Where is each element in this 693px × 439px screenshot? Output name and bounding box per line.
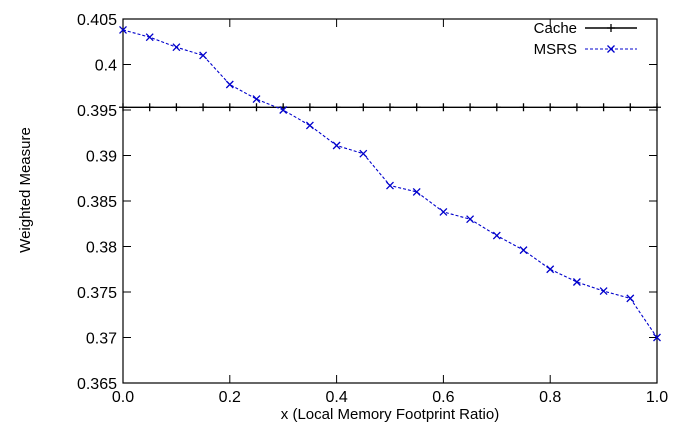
data-point-msrs [332, 141, 341, 150]
y-tick-label: 0.375 [77, 285, 117, 302]
data-point-cache [519, 103, 528, 112]
y-tick-label: 0.395 [77, 103, 117, 120]
legend-marker-msrs [607, 45, 615, 53]
data-point-cache [225, 103, 234, 112]
y-tick-label: 0.37 [86, 331, 117, 348]
series-cache [119, 103, 661, 112]
y-tick-label: 0.38 [86, 240, 117, 257]
x-axis-title: x (Local Memory Footprint Ratio) [281, 406, 499, 423]
y-tick-label: 0.405 [77, 12, 117, 29]
data-point-msrs [519, 246, 528, 255]
legend-label-msrs: MSRS [534, 41, 577, 58]
x-tick-label: 0.0 [112, 389, 134, 406]
data-point-cache [386, 103, 394, 112]
data-point-msrs [145, 33, 154, 42]
data-point-cache [546, 103, 555, 112]
y-tick-label: 0.39 [86, 149, 117, 166]
data-point-cache [172, 103, 181, 112]
data-point-cache [653, 103, 661, 112]
data-point-cache [332, 103, 341, 112]
data-point-msrs [546, 265, 555, 274]
data-point-msrs [305, 121, 314, 130]
data-point-cache [572, 103, 581, 112]
x-tick-label: 0.6 [432, 389, 454, 406]
legend: Cache MSRS [534, 20, 637, 58]
data-point-cache [439, 103, 448, 112]
data-point-cache [466, 103, 475, 112]
y-tick-label: 0.385 [77, 194, 117, 211]
plot-frame [122, 18, 658, 384]
data-point-msrs [386, 181, 394, 190]
data-point-cache [626, 103, 635, 112]
data-point-msrs [412, 187, 421, 196]
data-point-msrs [199, 51, 208, 60]
data-point-cache [145, 103, 154, 112]
data-point-cache [492, 103, 501, 112]
x-tick-label: 1.0 [646, 389, 668, 406]
legend-item-msrs: MSRS [534, 41, 637, 58]
data-point-msrs [439, 207, 448, 216]
x-tick-label: 0.4 [325, 389, 347, 406]
data-point-cache [199, 103, 208, 112]
series-layer [119, 25, 661, 342]
data-point-cache [599, 103, 608, 112]
data-point-msrs [225, 80, 234, 89]
axes: 0.0 0.2 0.4 0.6 0.8 1.0 0.365 0.37 0.375 0.38 0.38… [77, 12, 668, 406]
data-point-cache [412, 103, 421, 112]
data-point-msrs [599, 287, 608, 296]
data-point-msrs [626, 294, 635, 303]
series-msrs [119, 25, 661, 342]
data-point-cache [305, 103, 314, 112]
y-tick-label: 0.4 [95, 58, 117, 75]
series-line-msrs [122, 29, 658, 338]
y-axis-title: Weighted Measure [17, 127, 34, 253]
data-point-msrs [492, 231, 501, 240]
data-point-cache [359, 103, 368, 112]
legend-marker-cache [607, 24, 615, 32]
data-point-msrs [466, 215, 475, 224]
data-point-msrs [252, 95, 261, 104]
data-point-msrs [279, 106, 288, 114]
legend-item-cache: Cache [534, 20, 637, 37]
y-tick-label: 0.365 [77, 376, 117, 393]
x-tick-label: 0.2 [219, 389, 241, 406]
legend-label-cache: Cache [534, 20, 577, 37]
data-point-msrs [572, 278, 581, 286]
data-point-msrs [359, 149, 368, 158]
x-tick-label: 0.8 [539, 389, 561, 406]
data-point-cache [119, 103, 127, 112]
data-point-msrs [172, 43, 181, 52]
data-point-cache [252, 103, 261, 112]
data-point-msrs [119, 25, 127, 34]
data-point-msrs [653, 333, 661, 342]
